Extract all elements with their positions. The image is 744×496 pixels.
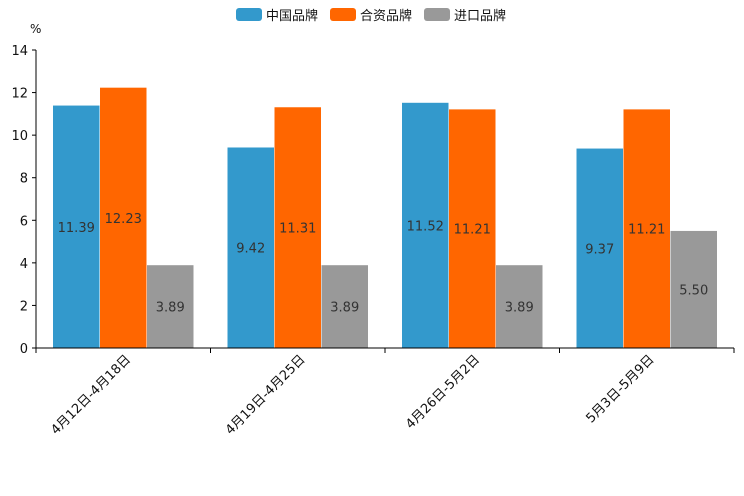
bar (321, 265, 368, 348)
bar (53, 105, 100, 348)
legend: 中国品牌 合资品牌 进口品牌 (236, 8, 506, 24)
y-tick-label: 12 (11, 87, 28, 102)
y-tick-label: 6 (20, 214, 28, 229)
bar (227, 147, 274, 348)
legend-label: 合资品牌 (360, 8, 412, 24)
bar-value-label: 12.23 (105, 212, 142, 227)
y-tick-label: 2 (20, 299, 28, 314)
y-axis-unit-label: % (30, 22, 41, 36)
x-axis: 4月12日-4月18日 4月19日-4月25日 4月26日-5月2日 5月3日-5月9… (35, 347, 735, 438)
bar-value-label: 11.21 (454, 223, 491, 238)
y-tick-label: 14 (11, 44, 28, 59)
x-tick-label: 4月12日-4月18日 (48, 352, 134, 438)
bar-value-label: 3.89 (330, 301, 359, 316)
bar-value-label: 3.89 (505, 301, 534, 316)
bar (402, 102, 449, 348)
bar (449, 109, 496, 348)
bar (576, 148, 623, 348)
bar (147, 265, 194, 348)
y-axis: 0 2 4 6 8 10 12 14 (11, 44, 37, 357)
legend-label: 进口品牌 (454, 8, 506, 24)
y-tick-label: 0 (20, 342, 28, 357)
bar (496, 265, 543, 348)
x-tick-label: 4月19日-4月25日 (223, 352, 309, 438)
bar-value-label: 9.42 (236, 242, 265, 257)
x-tick-label: 5月3日-5月9日 (583, 352, 657, 426)
bar-value-label: 11.21 (628, 223, 665, 238)
legend-label: 中国品牌 (266, 8, 318, 24)
bar (274, 107, 321, 348)
bars (53, 87, 717, 348)
bar-value-label: 11.52 (407, 219, 444, 234)
legend-swatch (236, 8, 262, 21)
bar (100, 87, 147, 348)
y-tick-label: 4 (20, 257, 28, 272)
legend-swatch (424, 8, 450, 21)
legend-swatch (330, 8, 356, 21)
bar-value-label: 5.50 (679, 283, 708, 298)
y-tick-label: 8 (20, 172, 28, 187)
bar (670, 230, 717, 348)
bar (623, 109, 670, 348)
data-labels: 11.39 9.42 11.52 9.37 12.23 11.31 11.21 11.21 3.… (58, 212, 709, 316)
bar-value-label: 3.89 (156, 301, 185, 316)
bar-value-label: 11.31 (279, 222, 316, 237)
bar-value-label: 11.39 (58, 221, 95, 236)
x-tick-label: 4月26日-5月2日 (403, 352, 483, 432)
bar-value-label: 9.37 (585, 242, 614, 257)
y-tick-label: 10 (11, 129, 28, 144)
